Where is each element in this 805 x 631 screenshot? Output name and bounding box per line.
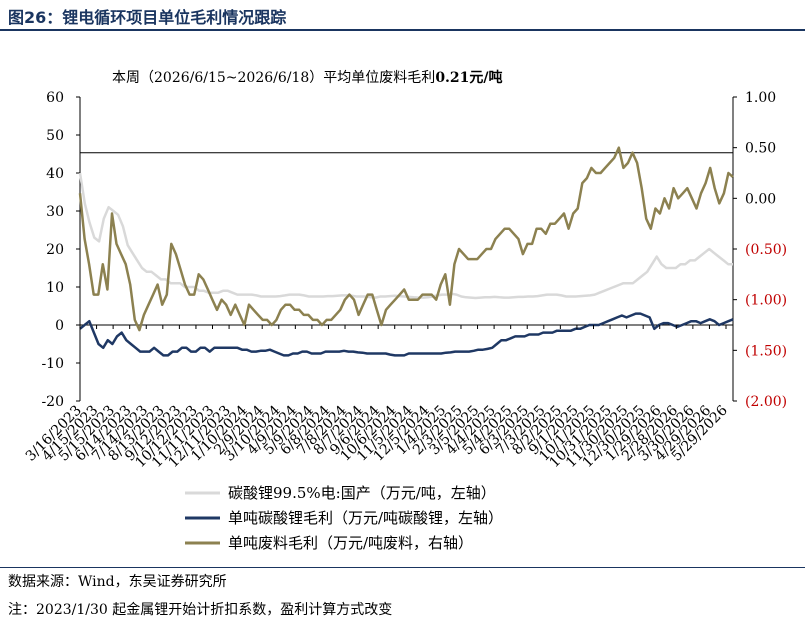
series-line-2 — [79, 312, 734, 357]
figure-title: 图26：锂电循环项目单位毛利情况跟踪 — [8, 8, 287, 27]
right-tick-label: (1.50) — [745, 343, 787, 359]
left-tick-label: 60 — [46, 90, 64, 106]
legend-label-2: 单吨碳酸锂毛利（万元/吨碳酸锂，左轴） — [228, 509, 503, 527]
right-tick-label: (0.50) — [745, 242, 787, 258]
left-tick-label: 10 — [46, 280, 64, 296]
right-tick-label: 0.50 — [745, 141, 776, 157]
bottom-rule — [0, 567, 805, 568]
series-line-3 — [78, 146, 734, 332]
axes: 60 50 40 30 20 10 0 -10 -20 1.00 0.50 0.00 (0.50) (1.… — [41, 90, 787, 410]
x-tick-labels: 3/16/20234/15/20235/15/20236/14/20237/14… — [23, 325, 731, 471]
right-tick-label: (1.00) — [745, 293, 787, 309]
left-tick-label: 40 — [46, 166, 64, 182]
right-tick-label: (2.00) — [745, 394, 787, 410]
left-tick-label: 30 — [46, 204, 64, 220]
annotation-value: 0.21元/吨 — [435, 69, 502, 86]
left-tick-label: 0 — [55, 318, 64, 334]
source-note: 数据来源：Wind，东吴证券研究所 — [8, 574, 227, 590]
left-tick-label: -10 — [41, 356, 64, 372]
series-line-1 — [78, 172, 733, 300]
right-tick-label: 0.00 — [745, 191, 776, 207]
right-tick-label: 1.00 — [745, 90, 776, 106]
legend: 碳酸锂99.5%电:国产（万元/吨，左轴） 单吨碳酸锂毛利（万元/吨碳酸锂，左轴）… — [185, 484, 503, 552]
legend-label-3: 单吨废料毛利（万元/吨废料，右轴） — [228, 534, 473, 552]
chart-annotation: 本周（2026/6/15~2026/6/18）平均单位废料毛利0.21元/吨 — [112, 69, 503, 86]
series-layer — [78, 146, 734, 357]
footnote: 注：2023/1/30 起金属锂开始计折扣系数，盈利计算方式改变 — [8, 602, 393, 618]
chart: 本周（2026/6/15~2026/6/18）平均单位废料毛利0.21元/吨 6… — [23, 69, 787, 552]
annotation-prefix: 本周（2026/6/15~2026/6/18）平均单位废料毛利 — [112, 70, 435, 86]
left-tick-label: 50 — [46, 128, 64, 144]
left-tick-label: 20 — [46, 242, 64, 258]
left-tick-label: -20 — [41, 394, 64, 410]
legend-label-1: 碳酸锂99.5%电:国产（万元/吨，左轴） — [228, 484, 496, 502]
title-rule — [0, 29, 805, 31]
svg-text:本周（2026/6/15~2026/6/18）平均单位废料毛: 本周（2026/6/15~2026/6/18）平均单位废料毛利0.21元/吨 — [112, 69, 503, 86]
